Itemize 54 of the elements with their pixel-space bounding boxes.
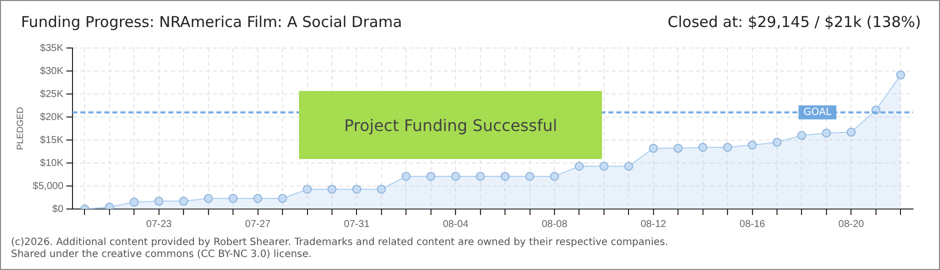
point	[525, 172, 534, 181]
x-tick-label: 07-23	[146, 218, 172, 230]
y-tick-label: $30K	[40, 66, 64, 77]
point	[748, 140, 757, 150]
chart-subtitle: Closed at: $29,145 / $21k (138%)	[668, 13, 921, 31]
point	[599, 162, 608, 171]
y-axis-title: PLEDGED	[14, 106, 25, 150]
point	[154, 196, 164, 206]
point	[327, 184, 336, 194]
point	[674, 144, 683, 153]
point	[574, 162, 584, 171]
point	[426, 172, 436, 181]
x-tick-label: 08-12	[640, 218, 667, 230]
y-tick-label: $0	[52, 204, 64, 215]
point	[797, 130, 806, 140]
point	[451, 172, 460, 181]
point	[896, 70, 906, 80]
point	[352, 184, 362, 194]
point	[500, 172, 510, 181]
x-tick-label: 07-31	[344, 218, 370, 230]
point	[822, 128, 831, 138]
y-tick-label: $25K	[40, 88, 64, 100]
success-banner: Project Funding Successful	[299, 91, 602, 160]
text: (c)2026. Additional content provided by Robert Shearer. Trademarks and related content are owned by their respective companies.	[11, 237, 668, 248]
text: Shared under the creative commons (CC BY-NC 3.0) license.	[11, 249, 312, 260]
point	[723, 142, 732, 152]
point	[376, 184, 386, 194]
y-tick-label: $10K	[40, 158, 64, 169]
x-tick-label: 08-04	[442, 218, 469, 230]
x-tick-label: 08-20	[838, 218, 864, 230]
point	[846, 128, 856, 137]
ref-line-label: GOAL	[804, 106, 832, 118]
point	[253, 194, 262, 203]
x-tick-label: 08-08	[542, 218, 568, 230]
point	[278, 194, 288, 203]
y-tick-label: $5,000	[32, 180, 64, 192]
point	[302, 184, 312, 194]
chart-title: Funding Progress: NRAmerica Film: A Social Drama	[21, 13, 402, 31]
y-tick-label: $15K	[40, 134, 64, 146]
point	[228, 194, 238, 203]
y-tick-label: $35K	[40, 42, 64, 54]
point	[550, 172, 560, 181]
x-tick-label: 08-16	[740, 218, 766, 230]
point	[698, 142, 708, 152]
point	[402, 172, 411, 181]
y-tick-label: $20K	[40, 112, 64, 123]
point	[772, 138, 782, 147]
point	[179, 196, 188, 206]
point	[648, 144, 658, 153]
x-tick-label: 07-27	[245, 218, 272, 230]
point	[476, 172, 485, 181]
point	[624, 162, 634, 171]
point	[130, 198, 139, 207]
point	[204, 194, 213, 203]
